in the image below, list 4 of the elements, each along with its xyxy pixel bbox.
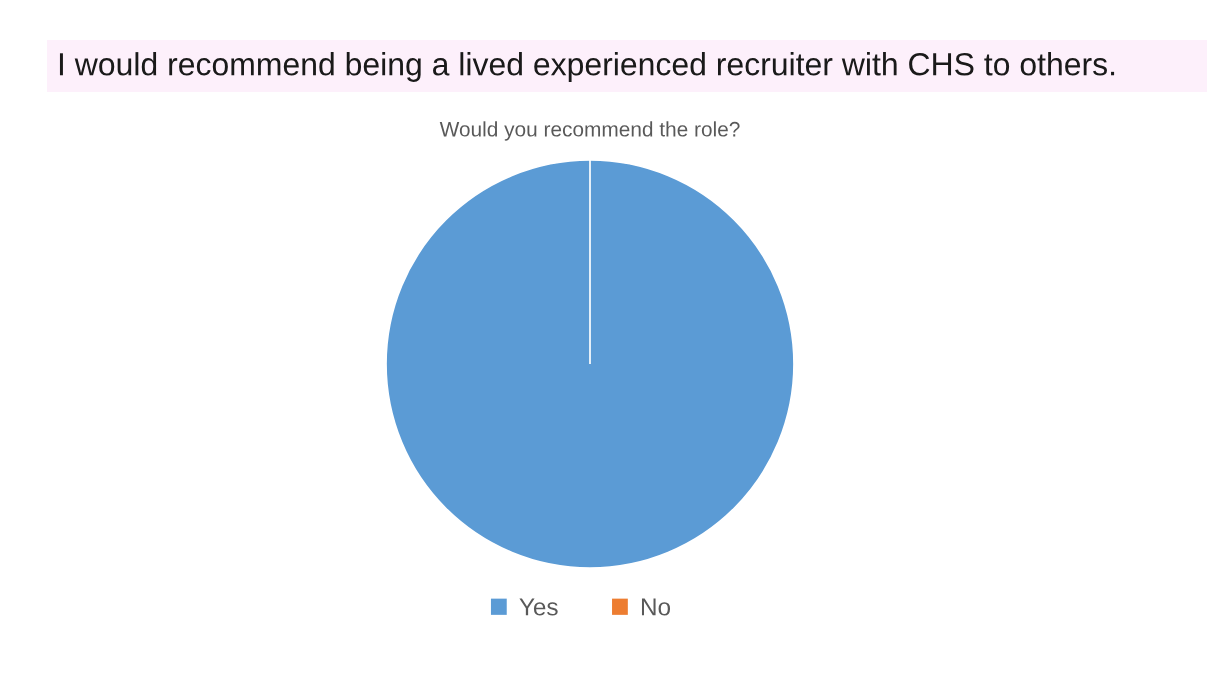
- legend-label: Yes: [519, 598, 558, 616]
- chart-title: I would recommend being a lived experienced recruiter with CHS to others.: [59, 52, 1115, 82]
- chart-subtitle: Would you recommend the role?: [439, 121, 740, 141]
- legend-label: No: [641, 598, 671, 616]
